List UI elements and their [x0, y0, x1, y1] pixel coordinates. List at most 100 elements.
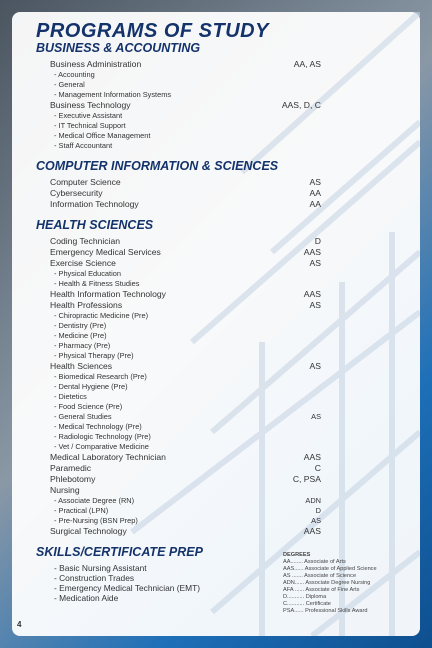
program-name: - Dietetics [54, 392, 87, 401]
program-row: - General [54, 80, 321, 90]
program-name: - Physical Education [54, 269, 121, 278]
program-row: Information Technology AA [50, 199, 321, 210]
program-row: - Dentistry (Pre) [54, 321, 321, 331]
program-name: - Management Information Systems [54, 90, 172, 99]
program-row: - Pre-Nursing (BSN Prep) AS [54, 516, 321, 526]
program-name: - Executive Assistant [54, 111, 123, 120]
legend-title: DEGREES [283, 552, 311, 558]
program-name: - Staff Accountant [54, 141, 113, 150]
program-row: Nursing [50, 485, 321, 496]
program-row: Surgical Technology AAS [50, 526, 321, 537]
program-degrees: AS [311, 412, 321, 421]
program-name: Nursing [50, 485, 80, 495]
program-degrees: ADN [305, 496, 321, 505]
program-row: - Medical Technology (Pre) [54, 422, 321, 432]
program-degrees: AA [309, 199, 321, 209]
program-name: Information Technology [50, 199, 139, 209]
program-row: Phlebotomy C, PSA [50, 474, 321, 485]
program-degrees: AAS, D, C [281, 100, 321, 110]
program-degrees: AS [309, 361, 321, 371]
section-heading: COMPUTER INFORMATION & SCIENCES [36, 159, 279, 173]
section-heading: HEALTH SCIENCES [36, 218, 154, 232]
legend-entry: ADN...... Associate Degree Nursing [283, 580, 371, 586]
program-name: - Physical Therapy (Pre) [54, 351, 134, 360]
program-name: Health Information Technology [50, 289, 166, 299]
program-row: - Pharmacy (Pre) [54, 341, 321, 351]
program-name: Paramedic [50, 463, 92, 473]
program-row: - IT Technical Support [54, 121, 321, 131]
program-name: - Practical (LPN) [54, 506, 109, 515]
section: BUSINESS & ACCOUNTING Business Administra… [0, 42, 432, 151]
program-name: - Dental Hygiene (Pre) [54, 382, 128, 391]
program-name: - Pre-Nursing (BSN Prep) [54, 516, 138, 525]
program-row: - Medicine (Pre) [54, 331, 321, 341]
program-row: - Management Information Systems [54, 90, 321, 100]
program-row: - Medication Aide [54, 593, 321, 603]
program-row: Emergency Medical Services AAS [50, 247, 321, 258]
program-row: Paramedic C [50, 463, 321, 474]
legend-entry: AA........ Associate of Arts [283, 559, 346, 565]
program-name: Coding Technician [50, 236, 121, 246]
program-row: - Dental Hygiene (Pre) [54, 382, 321, 392]
program-name: Medical Laboratory Technician [50, 452, 166, 462]
program-row: - Associate Degree (RN) ADN [54, 496, 321, 506]
program-row: - Physical Education [54, 269, 321, 279]
program-degrees: D [314, 236, 321, 246]
decoration [130, 12, 420, 636]
program-row: - Dietetics [54, 392, 321, 402]
program-degrees: AA [309, 188, 321, 198]
program-degrees: AS [309, 300, 321, 310]
program-degrees: AS [311, 516, 321, 525]
program-row: Health Professions AS [50, 300, 321, 311]
program-name: - Radiologic Technology (Pre) [54, 432, 151, 441]
program-row: Health Information Technology AAS [50, 289, 321, 300]
program-name: - Pharmacy (Pre) [54, 341, 111, 350]
program-row: Business Technology AAS, D, C [50, 100, 321, 111]
program-row: Cybersecurity AA [50, 188, 321, 199]
program-row: - Basic Nursing Assistant [54, 563, 321, 573]
page-number: 4 [17, 620, 22, 629]
program-name: - Accounting [54, 70, 95, 79]
program-row: - Practical (LPN) D [54, 506, 321, 516]
program-name: Cybersecurity [50, 188, 103, 198]
program-degrees: AA, AS [293, 59, 321, 69]
program-degrees: AAS [303, 526, 321, 536]
program-row: Coding Technician D [50, 236, 321, 247]
program-row: - Health & Fitness Studies [54, 279, 321, 289]
page-title: PROGRAMS OF STUDY [36, 20, 269, 42]
program-degrees: AAS [303, 247, 321, 257]
section-heading: SKILLS/CERTIFICATE PREP [36, 545, 203, 559]
program-name: - Medication Aide [54, 593, 119, 603]
section: SKILLS/CERTIFICATE PREP - Basic Nursing A… [0, 545, 432, 604]
legend-entry: AFA ...... Associate of Fine Arts [283, 587, 360, 593]
program-name: Surgical Technology [50, 526, 127, 536]
program-name: - Construction Trades [54, 573, 135, 583]
program-name: - Food Science (Pre) [54, 402, 123, 411]
program-name: - Emergency Medical Technician (EMT) [54, 583, 200, 593]
program-row: - Food Science (Pre) [54, 402, 321, 412]
program-row: Exercise Science AS [50, 258, 321, 269]
program-row: - Medical Office Management [54, 131, 321, 141]
legend-entry: AS ....... Associate of Science [283, 573, 357, 579]
program-name: - Vet / Comparative Medicine [54, 442, 149, 451]
program-name: Computer Science [50, 177, 121, 187]
program-degrees: D [315, 506, 321, 515]
program-name: - IT Technical Support [54, 121, 126, 130]
program-name: - General [54, 80, 85, 89]
program-name: - Associate Degree (RN) [54, 496, 135, 505]
program-row: - Chiropractic Medicine (Pre) [54, 311, 321, 321]
program-row: - Staff Accountant [54, 141, 321, 151]
program-name: - Basic Nursing Assistant [54, 563, 147, 573]
degree-legend: DEGREES AA........ Associate of Arts AAS..… [283, 552, 377, 615]
content: PROGRAMS OF STUDY BUSINESS & ACCOUNTING B… [0, 20, 432, 603]
program-name: - Medicine (Pre) [54, 331, 107, 340]
section-heading: BUSINESS & ACCOUNTING [36, 41, 201, 55]
program-row: Medical Laboratory Technician AAS [50, 452, 321, 463]
legend-entry: PSA...... Professional Skills Award [283, 608, 368, 614]
program-degrees: C [314, 463, 321, 473]
program-row: - Emergency Medical Technician (EMT) [54, 583, 321, 593]
program-row: - Construction Trades [54, 573, 321, 583]
program-name: Health Professions [50, 300, 123, 310]
program-name: Business Technology [50, 100, 131, 110]
